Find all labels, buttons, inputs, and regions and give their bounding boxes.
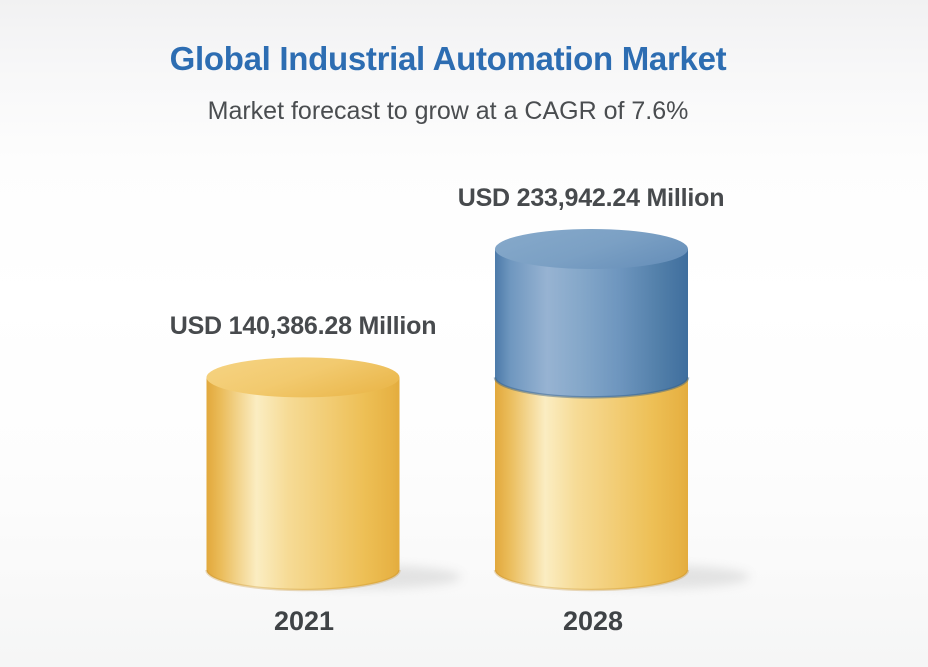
cylinder-top-2028 (495, 229, 688, 269)
cylinder-bottom-rim-2028-seg1 (493, 377, 690, 399)
x-axis-label-2028: 2028 (562, 606, 624, 636)
cylinder-top-2021 (206, 357, 400, 398)
cylinder-bottom-rim-2028-seg0 (493, 569, 690, 592)
cylinder-bottom-rim-2021-seg0 (205, 569, 401, 592)
cylinder-body-2021-seg0 (206, 377, 400, 590)
value-label-2028: USD 233,942.24 Million (457, 184, 725, 212)
chart-title: Global Industrial Automation Market (169, 40, 727, 77)
value-label-2021: USD 140,386.28 Million (169, 312, 437, 340)
cylinder-body-2028-seg1 (495, 249, 688, 398)
x-axis-label-2021: 2021 (273, 606, 335, 636)
chart-subtitle: Market forecast to grow at a CAGR of 7.6… (207, 97, 689, 125)
cylinder-body-2028-seg0 (495, 377, 688, 590)
